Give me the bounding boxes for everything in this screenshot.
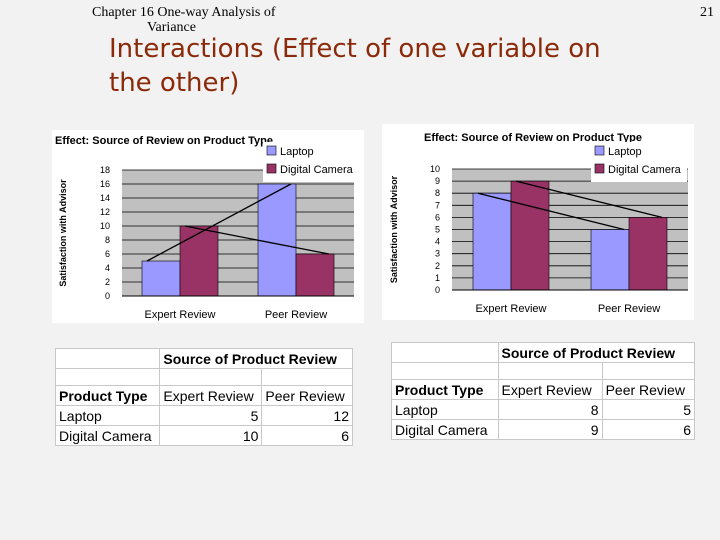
y-tick-label: 10: [100, 221, 110, 231]
data-table-right: Source of Product Review Product Type Ex…: [391, 342, 696, 440]
table-header: Source of Product Review: [159, 348, 353, 369]
y-tick-label: 18: [100, 165, 110, 175]
legend-label: Laptop: [280, 146, 314, 158]
chart-svg: 0 2 4 6 8 10 12 14 16 18 Expert Review Peer Review E…: [55, 135, 359, 321]
row-label: Laptop: [54, 405, 161, 426]
chart-title: Effect: Source of Review on Product Type: [55, 135, 273, 147]
table-cell: 5: [159, 405, 263, 426]
row-label-header: Product Type: [391, 379, 499, 400]
chart-right: 0 1 2 3 4 5 6 7 8 9 10 Expert Review Peer Review Effe…: [382, 124, 694, 320]
y-tick-label: 0: [105, 291, 110, 301]
legend-label: Laptop: [608, 146, 642, 158]
y-tick-label: 2: [105, 277, 110, 287]
table-spacer: [54, 368, 161, 386]
table-cell: 10: [159, 425, 263, 446]
legend-label: Digital Camera: [608, 164, 682, 176]
interaction-line: [146, 183, 292, 262]
table-cell: 5: [601, 399, 696, 420]
bar: [257, 183, 297, 297]
row-label-header: Product Type: [54, 385, 161, 406]
y-tick-label: 9: [435, 176, 440, 186]
table-cell: 9: [497, 419, 603, 440]
y-tick-label: 6: [105, 249, 110, 259]
y-tick-label: 12: [100, 207, 110, 217]
table-spacer: [601, 362, 696, 380]
y-tick-label: 0: [435, 285, 440, 295]
column-header: Expert Review: [159, 385, 263, 406]
table-cell: 12: [261, 405, 353, 426]
y-tick-label: 3: [435, 249, 440, 259]
x-category-label: Expert Review: [476, 303, 547, 315]
y-tick-label: 16: [100, 179, 110, 189]
topic-line-1: One-way Analysis of: [157, 5, 276, 20]
bar: [628, 217, 668, 291]
slide-header: Chapter 16 One-way Analysis of Variance: [92, 5, 276, 35]
y-axis-label: Satisfaction with Advisor: [389, 175, 399, 283]
bar: [141, 260, 181, 297]
legend-swatch: [266, 145, 277, 156]
table-cell: 6: [261, 425, 353, 446]
table-spacer: [497, 362, 603, 380]
y-tick-label: 4: [435, 237, 440, 247]
y-tick-label: 7: [435, 200, 440, 210]
table-header: Source of Product Review: [497, 342, 696, 363]
row-label: Digital Camera: [54, 425, 161, 446]
table-cell: 8: [497, 399, 603, 420]
chart-svg: 0 1 2 3 4 5 6 7 8 9 10 Expert Review Peer Review Effe…: [389, 132, 688, 315]
column-header: Peer Review: [601, 379, 696, 400]
y-tick-label: 4: [105, 263, 110, 273]
table-corner: [54, 348, 161, 369]
y-tick-label: 8: [105, 235, 110, 245]
table-spacer: [159, 368, 263, 386]
y-tick-label: 5: [435, 225, 440, 235]
y-tick-label: 8: [435, 188, 440, 198]
y-tick-label: 1: [435, 273, 440, 283]
chart-title: Effect: Source of Review on Product Type: [424, 132, 642, 144]
column-header: Expert Review: [497, 379, 603, 400]
y-axis-label: Satisfaction with Advisor: [58, 179, 68, 287]
table-spacer: [391, 362, 499, 380]
interaction-line: [515, 180, 663, 219]
legend-box: [263, 142, 359, 182]
legend-swatch: [594, 145, 605, 156]
row-label: Digital Camera: [391, 419, 499, 440]
interaction-line: [184, 225, 330, 255]
legend-label: Digital Camera: [280, 164, 354, 176]
y-tick-label: 14: [100, 193, 110, 203]
chart-left: 0 2 4 6 8 10 12 14 16 18 Expert Review Peer Review E…: [52, 130, 364, 323]
x-category-label: Peer Review: [265, 309, 327, 321]
row-label: Laptop: [391, 399, 499, 420]
x-category-label: Peer Review: [598, 303, 660, 315]
bar: [472, 192, 512, 291]
y-tick-label: 10: [430, 164, 440, 174]
table-corner: [391, 342, 499, 363]
table-spacer: [261, 368, 353, 386]
legend-swatch: [266, 163, 277, 174]
table-cell: 6: [601, 419, 696, 440]
page-number: 21: [700, 5, 714, 20]
legend-box: [591, 142, 687, 182]
slide-title: Interactions (Effect of one variable on …: [109, 34, 601, 98]
column-header: Peer Review: [261, 385, 353, 406]
legend: Laptop Digital Camera: [263, 142, 359, 182]
bar: [510, 180, 550, 291]
legend: Laptop Digital Camera: [591, 142, 687, 182]
x-category-label: Expert Review: [145, 309, 216, 321]
interaction-line: [477, 192, 625, 231]
bar: [179, 225, 219, 297]
bar: [590, 229, 630, 291]
legend-swatch: [594, 163, 605, 174]
y-tick-label: 2: [435, 261, 440, 271]
bar: [295, 253, 335, 297]
topic-line-2: Variance: [147, 20, 196, 35]
data-table-left: Source of Product Review Product Type Ex…: [54, 348, 353, 446]
y-tick-label: 6: [435, 212, 440, 222]
chapter-label: Chapter 16: [92, 5, 154, 20]
